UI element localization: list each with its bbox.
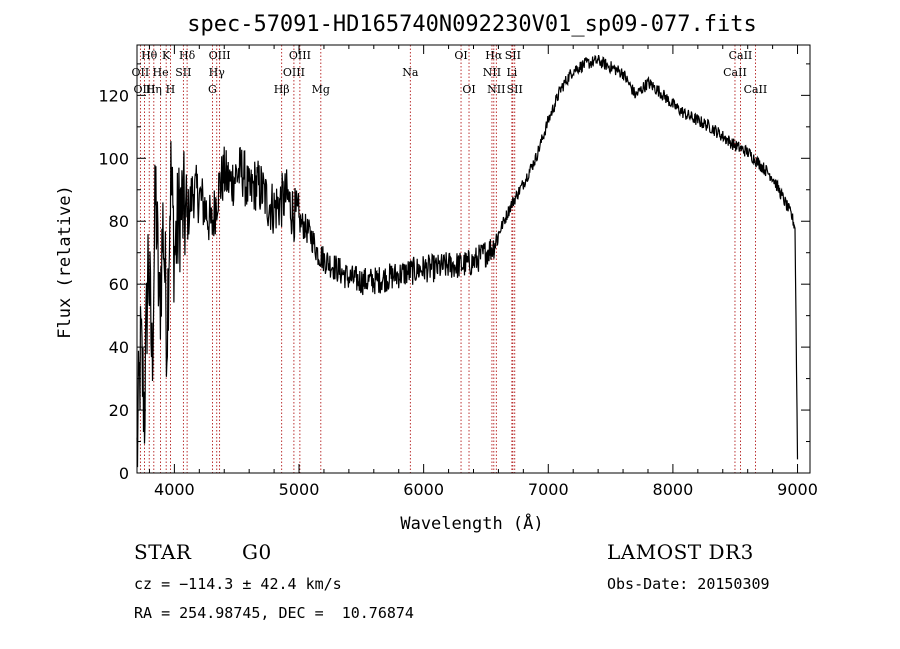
- spectral-line-label: Na: [402, 66, 419, 79]
- spectral-line-label: Mg: [312, 83, 330, 96]
- x-tick-label: 7000: [528, 480, 569, 499]
- y-tick-label: 40: [109, 338, 129, 357]
- spectral-line-label: CaII: [723, 66, 747, 79]
- spectral-line-label: Hα: [485, 49, 503, 62]
- spectral-line-label: H: [166, 83, 176, 96]
- spectral-line-label: OI: [454, 49, 467, 62]
- x-axis-ticks: 4000 5000 6000 7000 8000 9000: [148, 45, 818, 499]
- spectral-line-label: SII: [507, 83, 523, 96]
- spectral-line-markers: [139, 45, 756, 473]
- x-tick-label: 8000: [653, 480, 694, 499]
- object-subclass: G0: [242, 540, 272, 564]
- y-tick-label: 80: [109, 212, 129, 231]
- survey-name: LAMOST DR3: [607, 540, 754, 564]
- spectral-line-label: He: [153, 66, 169, 79]
- spectral-line-label: CaII: [729, 49, 753, 62]
- y-axis-ticks: 0 20 40 60 80 100 120: [98, 63, 810, 483]
- spectral-line-label: OIII: [283, 66, 305, 79]
- y-tick-label: 120: [98, 86, 129, 105]
- coordinates: RA = 254.98745, DEC = 10.76874: [134, 604, 414, 622]
- observation-date: Obs-Date: 20150309: [607, 575, 770, 593]
- spectral-line-label: Hδ: [179, 49, 196, 62]
- object-class: STAR: [134, 540, 192, 564]
- spectral-line-label: CaII: [744, 83, 768, 96]
- spectral-line-label: G: [208, 83, 217, 96]
- spectral-line-label: Hγ: [209, 66, 226, 79]
- spectral-line-label: K: [162, 49, 171, 62]
- spectral-line-label: NII: [487, 83, 505, 96]
- spectral-line-label: Li: [506, 66, 517, 79]
- spectral-line-label: OIII: [133, 83, 155, 96]
- x-tick-label: 4000: [154, 480, 195, 499]
- y-tick-label: 100: [98, 149, 129, 168]
- spectral-line-label: Hβ: [274, 83, 290, 96]
- chart-title: spec-57091-HD165740N092230V01_sp09-077.f…: [187, 12, 757, 37]
- spectral-line-label: SII: [505, 49, 521, 62]
- spectral-line-label: OIII: [289, 49, 311, 62]
- spectral-line-label: SII: [175, 66, 191, 79]
- x-tick-label: 6000: [403, 480, 444, 499]
- redshift-velocity: cz = −114.3 ± 42.4 km/s: [134, 575, 342, 593]
- y-tick-label: 60: [109, 275, 129, 294]
- spectral-line-label: NII: [483, 66, 501, 79]
- spectral-line-label: Hη: [146, 83, 162, 96]
- spectrum-flux-line: [136, 54, 799, 468]
- y-tick-label: 0: [119, 464, 129, 483]
- y-tick-label: 20: [109, 401, 129, 420]
- spectral-line-label: Hθ: [141, 49, 158, 62]
- x-tick-label: 9000: [777, 480, 818, 499]
- spectral-line-label: OIII: [209, 49, 231, 62]
- y-axis-label: Flux (relative): [55, 185, 75, 339]
- spectral-line-label: OII: [132, 66, 150, 79]
- x-tick-label: 5000: [279, 480, 320, 499]
- x-axis-label: Wavelength (Å): [400, 512, 543, 534]
- spectral-line-label: OI: [462, 83, 475, 96]
